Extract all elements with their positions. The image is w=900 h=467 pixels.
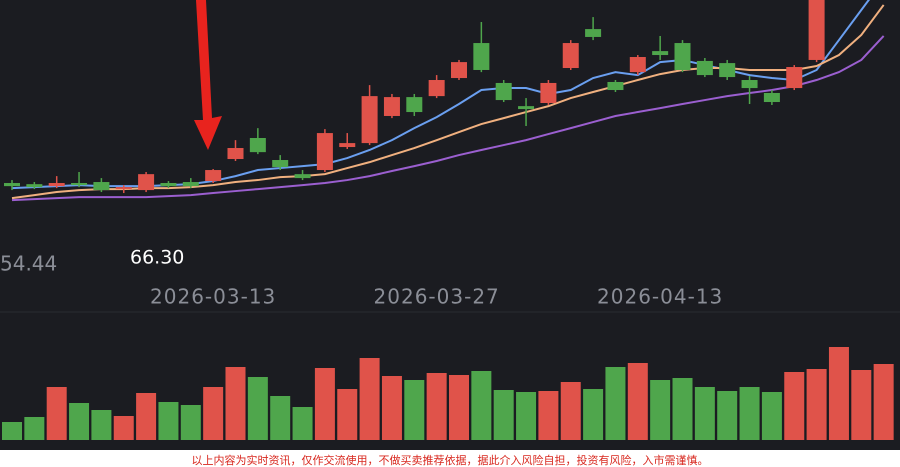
volume-bar xyxy=(650,380,671,440)
candle-body xyxy=(674,43,691,70)
candle-body xyxy=(786,67,803,89)
volume-bar xyxy=(292,407,313,440)
volume-bar xyxy=(113,416,134,440)
annotation: 54.44 xyxy=(0,252,57,276)
ma-line xyxy=(11,0,870,190)
volume-bar xyxy=(136,393,157,440)
candle-body xyxy=(93,182,110,191)
candle-body xyxy=(71,183,88,186)
volume-bar xyxy=(449,375,469,440)
candle-body xyxy=(607,81,624,91)
candle-body xyxy=(316,133,333,171)
volume-bar xyxy=(225,367,246,440)
volume-bar xyxy=(583,389,604,440)
candle-body xyxy=(48,183,65,187)
volume-bar xyxy=(359,358,380,440)
candle-body xyxy=(227,148,244,160)
volume-bar xyxy=(627,363,648,440)
volume-bar xyxy=(761,392,782,440)
arrow xyxy=(194,0,222,150)
volume-bar xyxy=(471,371,492,440)
price-panel xyxy=(4,0,885,202)
disclaimer: 以上内容为实时资讯，仅作交流使用，不做买卖推荐依据，据此介入风险自担，投资有风险… xyxy=(192,453,709,467)
volume-bar xyxy=(694,387,715,440)
candle-body xyxy=(160,183,177,187)
ma-line xyxy=(11,35,885,202)
candle-body xyxy=(562,43,579,69)
candle-body xyxy=(629,57,646,73)
volume-bar xyxy=(314,368,335,440)
volume-bar xyxy=(91,410,112,440)
volume-bar xyxy=(2,422,22,440)
volume-bar xyxy=(873,364,894,440)
candle-body xyxy=(473,43,490,70)
volume-bar xyxy=(493,390,514,440)
candle-body xyxy=(696,60,713,76)
candle-body xyxy=(26,184,43,188)
candle-body xyxy=(808,0,825,60)
volume-bar xyxy=(739,387,760,440)
x-tick-label: 2026-04-13 xyxy=(597,285,723,309)
volume-bar xyxy=(717,391,738,440)
candle-body xyxy=(205,170,222,182)
candle-body xyxy=(451,62,467,79)
x-tick-label: 2026-03-27 xyxy=(374,285,500,309)
labels: 2026-03-13 2026-03-27 2026-04-13 xyxy=(150,285,723,309)
candle-body xyxy=(182,182,199,187)
volume-panel xyxy=(2,347,894,440)
volume-bar xyxy=(851,370,872,440)
volume-bar xyxy=(828,347,849,440)
volume-bar xyxy=(784,372,805,440)
volume-bar xyxy=(69,403,90,440)
volume-bar xyxy=(605,367,626,440)
ma-line xyxy=(11,4,885,200)
volume-bar xyxy=(538,391,559,440)
volume-bar xyxy=(46,387,67,440)
volume-bar xyxy=(24,417,45,440)
candle-body xyxy=(518,106,535,110)
volume-bar xyxy=(560,382,581,440)
candle-body xyxy=(652,51,669,56)
candle-body xyxy=(406,97,423,113)
candle-body xyxy=(495,82,512,101)
volume-bar xyxy=(381,376,402,440)
candle-body xyxy=(339,143,356,148)
candle-body xyxy=(540,82,557,104)
volume-bar xyxy=(247,377,268,440)
volume-bar xyxy=(203,387,224,440)
volume-bar xyxy=(672,378,693,440)
volume-bar xyxy=(270,396,291,440)
candle-body xyxy=(294,174,311,179)
volume-bar xyxy=(426,373,447,440)
volume-bar xyxy=(404,380,425,440)
candle-body xyxy=(272,160,289,168)
candle-body xyxy=(428,80,445,97)
annotation: 66.30 xyxy=(130,247,184,269)
volume-bar xyxy=(806,369,827,440)
candle-body xyxy=(249,138,266,153)
candle-body xyxy=(719,63,736,78)
candle-body xyxy=(383,97,400,116)
candle-body xyxy=(115,187,132,190)
candle-body xyxy=(4,183,20,187)
volume-bar xyxy=(516,392,537,440)
x-tick-label: 2026-03-13 xyxy=(150,285,276,309)
candle-body xyxy=(763,92,780,103)
candle-body xyxy=(741,80,758,89)
volume-bar xyxy=(180,405,201,440)
volume-bar xyxy=(158,402,179,440)
volume-bar xyxy=(337,389,358,440)
candle-body xyxy=(585,29,602,37)
candle-body xyxy=(361,96,378,144)
candle-body xyxy=(138,174,155,191)
